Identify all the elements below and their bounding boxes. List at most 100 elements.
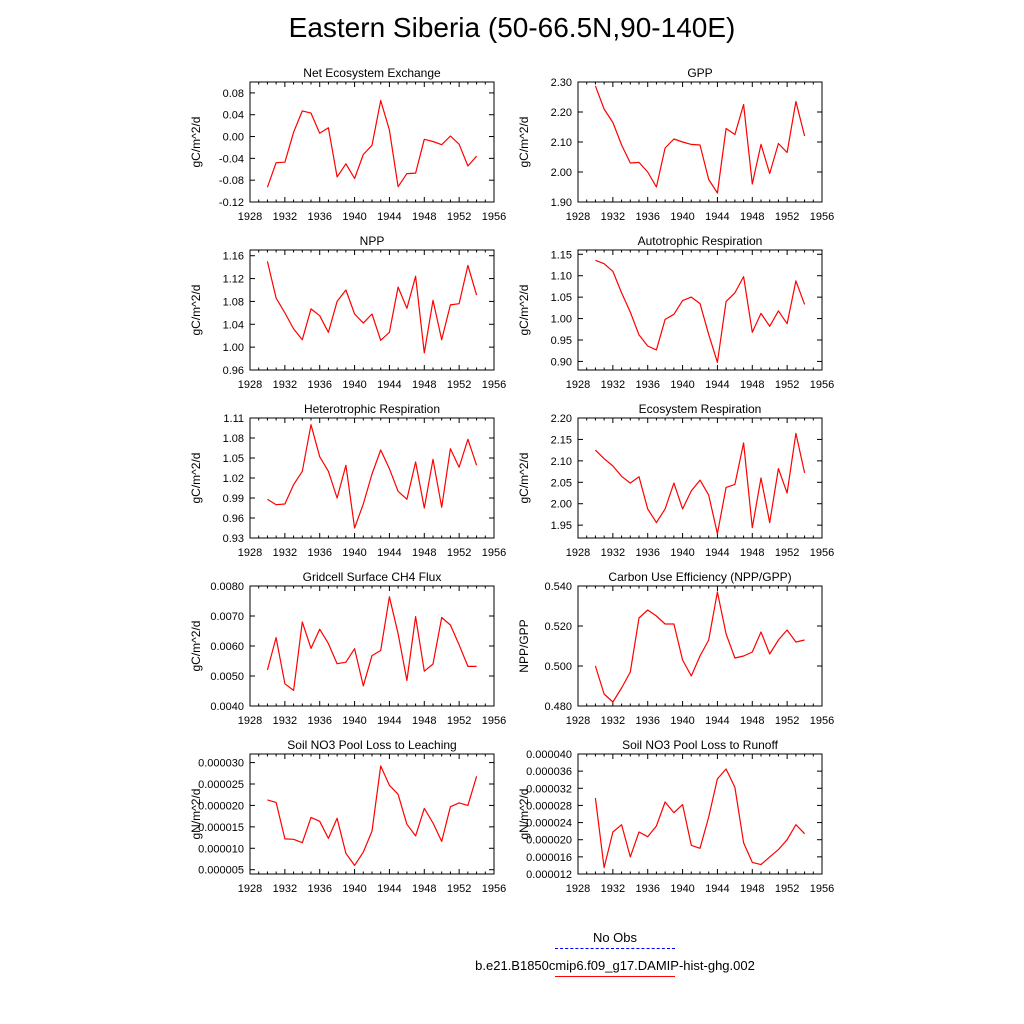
x-tick-label: 1956	[482, 883, 506, 895]
y-tick-label: 2.00	[551, 167, 572, 179]
panel-title: Ecosystem Respiration	[639, 402, 762, 416]
legend-model-label: b.e21.B1850cmip6.f09_g17.DAMIP-hist-ghg.…	[475, 958, 755, 973]
panel-title: Soil NO3 Pool Loss to Leaching	[287, 738, 456, 752]
x-tick-label: 1936	[307, 379, 331, 391]
y-tick-label: 0.000024	[526, 818, 572, 830]
y-tick-label: -0.12	[219, 197, 244, 209]
plot-frame	[577, 249, 823, 371]
panel-title: NPP	[360, 234, 385, 248]
y-tick-label: 0.0060	[210, 641, 244, 653]
x-tick-label: 1932	[273, 379, 297, 391]
y-tick-label: 0.000036	[526, 766, 572, 778]
panel-title: Heterotrophic Respiration	[304, 402, 440, 416]
y-tick-label: 1.05	[551, 292, 572, 304]
y-tick-label: 0.0040	[210, 701, 244, 713]
x-tick-label: 1932	[273, 547, 297, 559]
x-tick-label: 1944	[705, 379, 729, 391]
x-tick-label: 1952	[447, 211, 471, 223]
y-tick-label: 0.000012	[526, 869, 572, 881]
y-tick-label: 2.10	[551, 456, 572, 468]
y-tick-label: 0.000030	[198, 758, 244, 770]
y-tick-label: 0.000025	[198, 779, 244, 791]
x-tick-label: 1932	[273, 211, 297, 223]
y-axis-label: gC/m^2/d	[517, 285, 531, 336]
series-line	[266, 596, 477, 692]
x-tick-label: 1944	[705, 211, 729, 223]
panel-title: Autotrophic Respiration	[638, 234, 763, 248]
x-tick-label: 1956	[810, 379, 834, 391]
plot-frame	[249, 753, 495, 875]
x-tick-label: 1940	[342, 715, 366, 727]
x-tick-label: 1940	[670, 379, 694, 391]
y-tick-label: 0.96	[223, 365, 244, 377]
y-tick-label: 0.000016	[526, 852, 572, 864]
x-tick-label: 1952	[447, 883, 471, 895]
y-tick-label: 0.00	[223, 132, 244, 144]
x-tick-label: 1936	[635, 715, 659, 727]
x-tick-label: 1936	[635, 547, 659, 559]
y-tick-label: 1.10	[551, 271, 572, 283]
x-tick-label: 1940	[342, 547, 366, 559]
series-line	[266, 99, 478, 188]
x-tick-label: 1932	[601, 211, 625, 223]
y-tick-label: 0.08	[223, 88, 244, 100]
plot-frame	[577, 585, 823, 707]
y-tick-label: 0.000015	[198, 822, 244, 834]
y-tick-label: 2.00	[551, 499, 572, 511]
y-tick-label: 1.11	[223, 413, 244, 425]
y-tick-label: 0.90	[551, 356, 572, 368]
x-tick-label: 1932	[601, 883, 625, 895]
y-tick-label: 1.15	[551, 249, 572, 261]
y-axis-label: gC/m^2/d	[189, 453, 203, 504]
y-tick-label: 1.00	[223, 342, 244, 354]
x-tick-label: 1940	[670, 715, 694, 727]
x-tick-label: 1956	[810, 547, 834, 559]
y-tick-label: 1.08	[223, 433, 244, 445]
y-tick-label: 0.000032	[526, 783, 572, 795]
x-tick-label: 1928	[566, 715, 590, 727]
y-tick-label: 0.93	[223, 533, 244, 545]
y-tick-label: 0.0080	[210, 581, 244, 593]
y-tick-label: -0.04	[219, 153, 244, 165]
x-tick-label: 1928	[238, 547, 262, 559]
panel-title: GPP	[687, 66, 712, 80]
x-tick-label: 1944	[377, 379, 401, 391]
x-tick-label: 1956	[482, 211, 506, 223]
series-line	[594, 85, 806, 194]
series-line	[594, 768, 806, 869]
plot-frame	[249, 249, 495, 371]
x-tick-label: 1928	[566, 379, 590, 391]
y-tick-label: 0.95	[551, 335, 572, 347]
x-tick-label: 1936	[307, 211, 331, 223]
y-tick-label: 0.0050	[210, 671, 244, 683]
x-tick-label: 1944	[377, 883, 401, 895]
x-tick-label: 1948	[740, 379, 764, 391]
x-tick-label: 1948	[740, 883, 764, 895]
y-tick-label: 0.000040	[526, 749, 572, 761]
y-tick-label: 0.96	[223, 513, 244, 525]
x-tick-label: 1928	[566, 547, 590, 559]
series-line	[595, 259, 806, 363]
x-tick-label: 1940	[342, 379, 366, 391]
y-tick-label: 1.02	[223, 473, 244, 485]
x-tick-label: 1932	[273, 883, 297, 895]
y-tick-label: 2.20	[551, 413, 572, 425]
series-line	[267, 424, 478, 529]
x-tick-label: 1936	[307, 547, 331, 559]
y-tick-label: 1.12	[223, 274, 244, 286]
y-tick-label: 1.05	[223, 453, 244, 465]
x-tick-label: 1936	[307, 883, 331, 895]
y-tick-label: 0.500	[544, 661, 572, 673]
x-tick-label: 1948	[740, 715, 764, 727]
x-tick-label: 1944	[377, 715, 401, 727]
x-tick-label: 1952	[447, 547, 471, 559]
y-tick-label: 0.04	[223, 110, 244, 122]
x-tick-label: 1944	[705, 715, 729, 727]
x-tick-label: 1944	[377, 211, 401, 223]
panel-title: Soil NO3 Pool Loss to Runoff	[622, 738, 779, 752]
x-tick-label: 1936	[635, 379, 659, 391]
legend-model-line	[555, 976, 675, 977]
series-line	[594, 591, 805, 703]
y-tick-label: 0.000028	[526, 800, 572, 812]
